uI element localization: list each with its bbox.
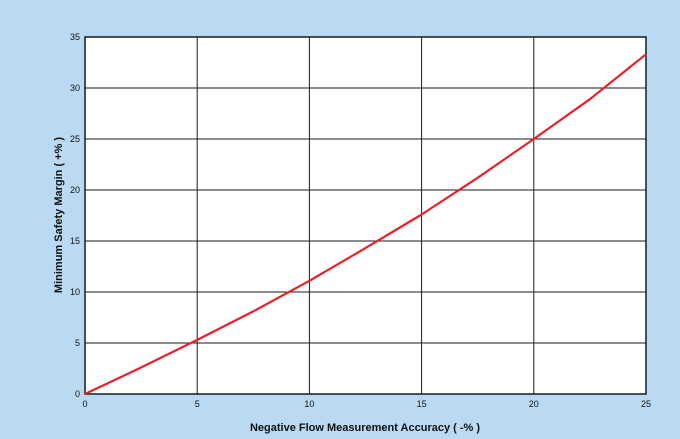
y-axis-title: Minimum Safety Margin ( +% ) <box>53 137 65 293</box>
x-tick-label: 0 <box>82 399 87 409</box>
x-tick-label: 15 <box>417 399 427 409</box>
x-tick-label: 5 <box>195 399 200 409</box>
y-tick-label: 30 <box>70 83 80 93</box>
x-tick-label: 20 <box>529 399 539 409</box>
grid-lines <box>84 36 647 395</box>
x-tick-label: 10 <box>304 399 314 409</box>
x-tick-labels: 0 5 10 15 20 25 <box>82 399 651 409</box>
y-tick-label: 5 <box>75 338 80 348</box>
y-tick-label: 15 <box>70 236 80 246</box>
plot-border <box>84 36 647 395</box>
series-line-0 <box>84 53 647 395</box>
y-tick-label: 25 <box>70 134 80 144</box>
x-tick-label: 25 <box>641 399 651 409</box>
series-layer <box>84 53 647 395</box>
y-tick-label: 35 <box>70 32 80 42</box>
y-tick-label: 10 <box>70 287 80 297</box>
plot-area <box>85 37 646 394</box>
y-tick-labels: 0 5 10 15 20 25 30 35 <box>70 32 80 399</box>
x-axis-title: Negative Flow Measurement Accuracy ( -% … <box>250 422 480 434</box>
y-tick-label: 20 <box>70 185 80 195</box>
y-tick-label: 0 <box>75 389 80 399</box>
